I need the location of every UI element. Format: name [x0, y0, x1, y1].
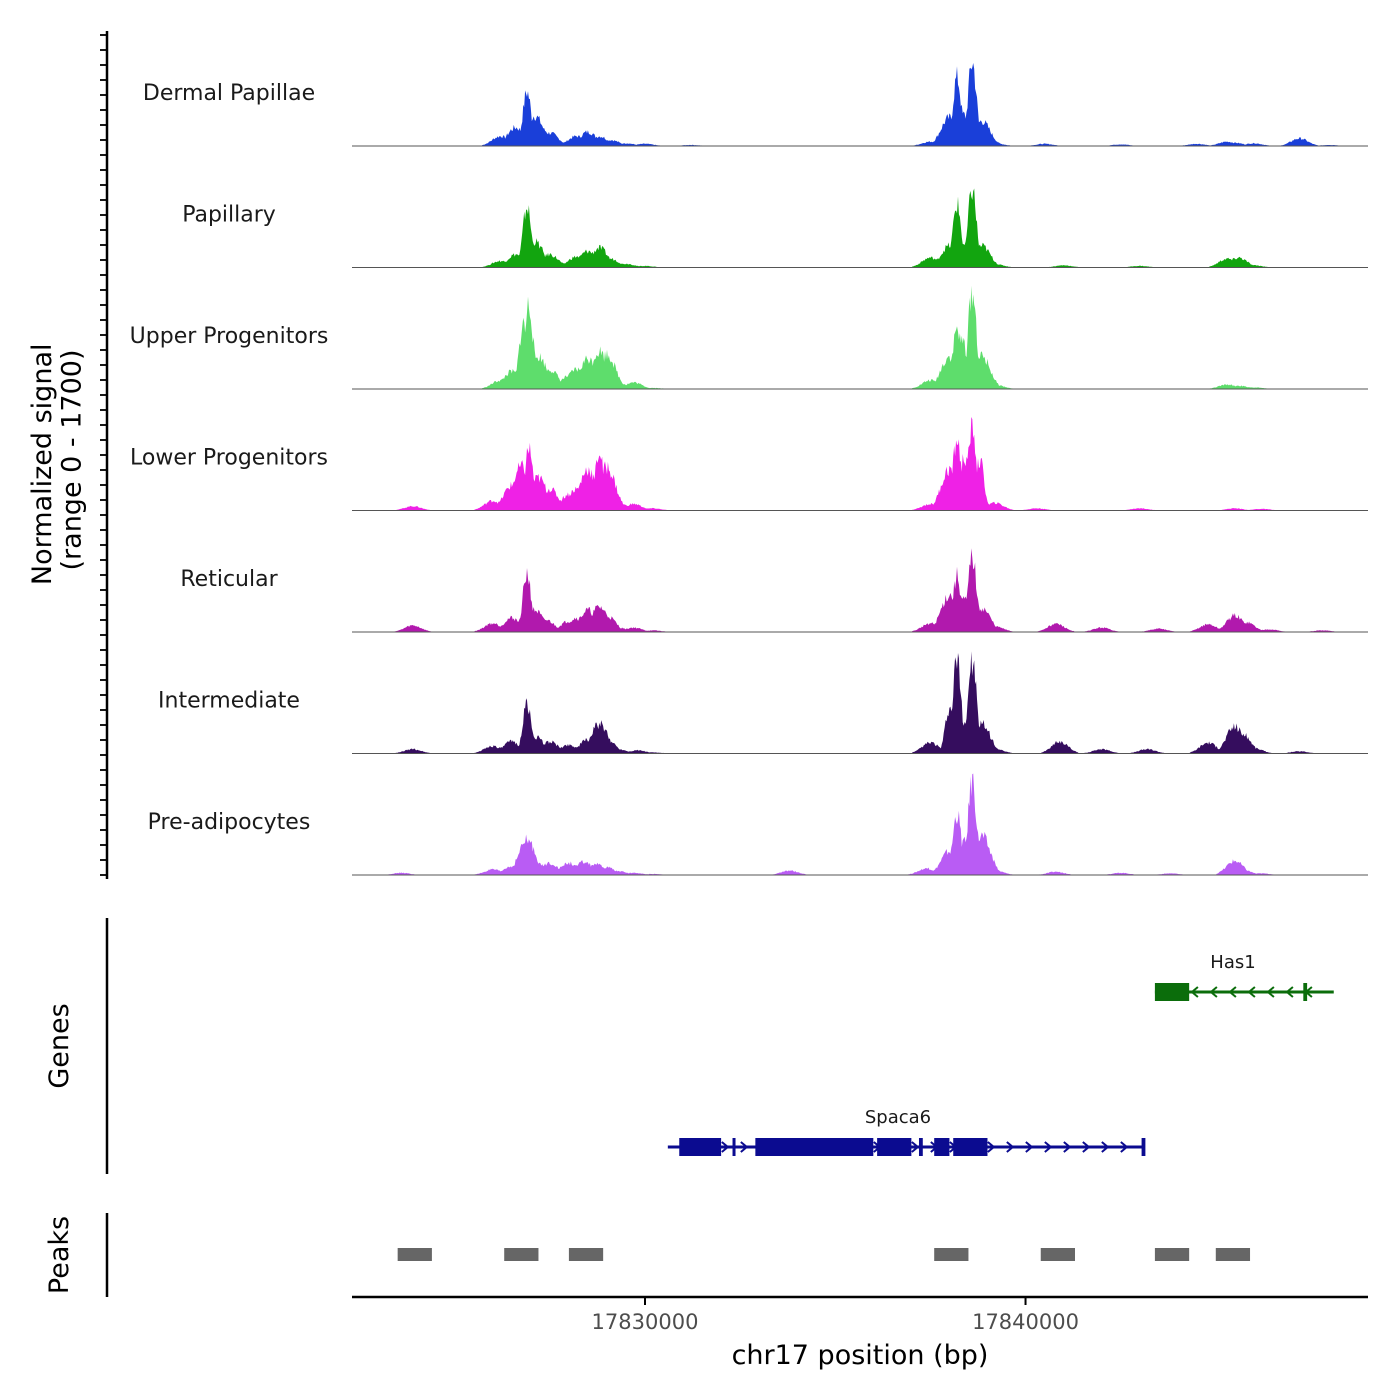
gene-exon — [953, 1138, 988, 1156]
track-label: Upper Progenitors — [130, 324, 329, 349]
strand-arrow — [1044, 1141, 1053, 1153]
coverage-area — [352, 417, 1368, 511]
gene-exon — [755, 1138, 874, 1156]
strand-arrow — [1101, 1141, 1110, 1153]
peak-region — [1154, 1248, 1190, 1261]
strand-arrow — [1190, 986, 1199, 998]
strand-arrow — [1063, 1141, 1072, 1153]
strand-arrow — [1228, 986, 1237, 998]
gene-exon — [1154, 983, 1190, 1001]
track-label: Reticular — [180, 567, 278, 592]
coverage-track: Lower Progenitors — [130, 417, 1368, 511]
strand-arrow — [740, 1141, 749, 1153]
peak-region — [934, 1248, 969, 1261]
gene-exon — [732, 1138, 736, 1156]
x-axis-label: chr17 position (bp) — [732, 1340, 989, 1371]
coverage-area — [352, 285, 1368, 389]
track-label: Dermal Papillae — [143, 81, 315, 106]
coverage-area — [352, 188, 1368, 268]
strand-arrow — [1266, 986, 1275, 998]
coverage-y-label: Normalized signal (range 0 - 1700) — [27, 335, 88, 585]
strand-arrow — [1025, 1141, 1034, 1153]
gene-exon — [934, 1138, 950, 1156]
strand-arrow — [911, 1141, 920, 1153]
strand-arrow — [1209, 986, 1218, 998]
strand-arrow — [1285, 986, 1294, 998]
gene-model: Has1 — [1154, 952, 1334, 1001]
track-label: Lower Progenitors — [130, 446, 328, 471]
coverage-y-axis — [100, 31, 109, 879]
peak-region — [397, 1248, 432, 1261]
track-label: Intermediate — [158, 689, 300, 714]
coverage-track: Pre-adipocytes — [148, 773, 1368, 876]
peaks-y-label: Peaks — [44, 1216, 75, 1294]
gene-label: Has1 — [1210, 952, 1255, 973]
coverage-area — [352, 773, 1368, 875]
x-axis-ticks: 17830000 17840000 — [592, 1297, 1079, 1334]
coverage-tracks: Dermal Papillae Papillary Upper Progenitor… — [130, 63, 1368, 876]
strand-arrow — [1247, 986, 1256, 998]
coverage-y-label-line-2: (range 0 - 1700) — [57, 350, 88, 571]
peak-region — [1215, 1248, 1251, 1261]
coverage-area — [352, 651, 1368, 754]
strand-arrow — [721, 1141, 730, 1153]
peak-region — [1040, 1248, 1075, 1261]
gene-label: Spaca6 — [865, 1107, 931, 1128]
peak-regions-track — [397, 1248, 1251, 1261]
coverage-area — [352, 63, 1368, 146]
peak-region — [568, 1248, 604, 1261]
x-tick-label: 17840000 — [972, 1310, 1079, 1334]
strand-arrow — [1006, 1141, 1015, 1153]
gene-exon — [1303, 983, 1308, 1001]
gene-exon — [1141, 1138, 1146, 1156]
gene-model: Spaca6 — [667, 1107, 1146, 1156]
strand-arrow — [1120, 1141, 1129, 1153]
coverage-track: Intermediate — [158, 651, 1368, 754]
track-label: Pre-adipocytes — [148, 810, 311, 835]
coverage-track: Upper Progenitors — [130, 285, 1368, 390]
strand-arrow — [987, 1141, 996, 1153]
gene-exon — [918, 1138, 923, 1156]
strand-arrow — [1082, 1141, 1091, 1153]
genes-y-label: Genes — [44, 1003, 75, 1088]
coverage-track: Dermal Papillae — [143, 63, 1368, 147]
x-tick-label: 17830000 — [592, 1310, 699, 1334]
coverage-track: Reticular — [180, 548, 1368, 633]
peak-region — [504, 1248, 539, 1261]
gene-exon — [877, 1138, 912, 1156]
coverage-track: Papillary — [182, 188, 1368, 268]
gene-exon — [679, 1138, 722, 1156]
track-label: Papillary — [182, 203, 276, 228]
gene-annotation-track: Has1 Spaca6 — [667, 952, 1334, 1156]
coverage-area — [352, 548, 1368, 632]
coverage-y-label-line-1: Normalized signal — [27, 344, 58, 586]
